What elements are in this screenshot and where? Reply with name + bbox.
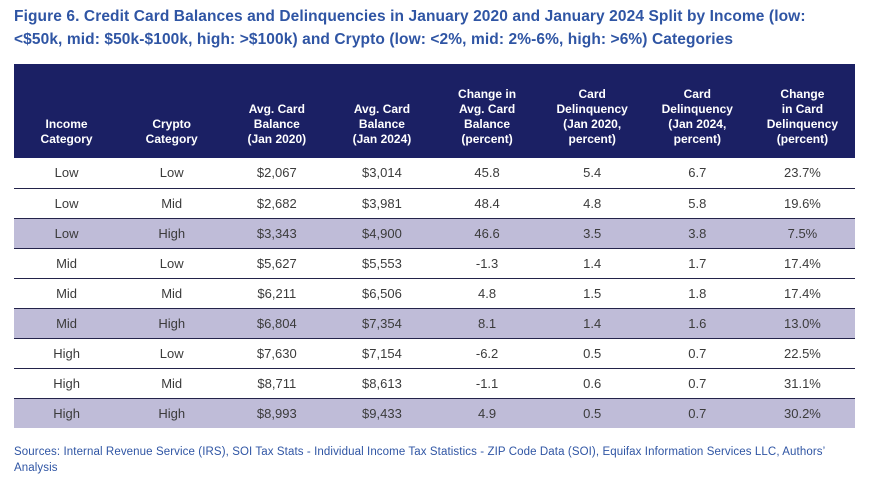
table-row: Mid Mid $6,211 $6,506 4.8 1.5 1.8 17.4% (14, 278, 855, 309)
table-cell: 17.4% (749, 248, 855, 279)
table-cell: 22.5% (749, 338, 855, 369)
table-cell: $3,981 (329, 188, 435, 219)
table-cell: $6,211 (224, 278, 330, 309)
table-cell: Low (119, 338, 225, 369)
column-header: Crypto Category (119, 64, 225, 158)
table-row: Low Mid $2,682 $3,981 48.4 4.8 5.8 19.6% (14, 188, 855, 219)
table-cell: Low (14, 218, 120, 249)
table-cell: $3,343 (224, 218, 330, 249)
table-body: Low Low $2,067 $3,014 45.8 5.4 6.7 23.7% Low Mid $… (14, 158, 855, 428)
table-cell: $9,433 (329, 398, 435, 428)
table-cell: Mid (14, 248, 120, 279)
table-cell: High (119, 308, 225, 339)
table-cell: $5,627 (224, 248, 330, 279)
table-cell: 4.8 (434, 278, 540, 309)
table-cell: High (119, 218, 225, 249)
table-cell: High (14, 368, 120, 399)
column-header: Avg. Card Balance (Jan 2020) (224, 64, 330, 158)
table-cell: Mid (14, 278, 120, 309)
table-cell: Mid (119, 368, 225, 399)
figure-title: Figure 6. Credit Card Balances and Delin… (14, 8, 806, 48)
table-cell: Mid (14, 308, 120, 339)
figure-sources: Sources: Internal Revenue Service (IRS),… (14, 446, 826, 474)
table-cell: 23.7% (749, 158, 855, 189)
table-cell: Low (119, 248, 225, 279)
table-cell: -1.3 (434, 248, 540, 279)
table-cell: $3,014 (329, 158, 435, 189)
column-header: Avg. Card Balance (Jan 2024) (329, 64, 435, 158)
table-row: Low Low $2,067 $3,014 45.8 5.4 6.7 23.7% (14, 158, 855, 189)
table-cell: 1.7 (644, 248, 750, 279)
column-header: Card Delinquency (Jan 2020, percent) (539, 64, 645, 158)
table-cell: 19.6% (749, 188, 855, 219)
table-cell: -6.2 (434, 338, 540, 369)
table-cell: 30.2% (749, 398, 855, 428)
table-row: Mid High $6,804 $7,354 8.1 1.4 1.6 13.0% (14, 308, 855, 339)
table-cell: High (14, 398, 120, 428)
table-cell: High (119, 398, 225, 428)
table-cell: 3.5 (539, 218, 645, 249)
table-cell: -1.1 (434, 368, 540, 399)
table-cell: 0.7 (644, 368, 750, 399)
table-header-row: Income Category Crypto Category Avg. Card … (14, 64, 855, 158)
column-header: Card Delinquency (Jan 2024, percent) (644, 64, 750, 158)
table-cell: High (14, 338, 120, 369)
data-table: Income Category Crypto Category Avg. Card … (14, 64, 855, 428)
table-cell: 1.5 (539, 278, 645, 309)
table-cell: 48.4 (434, 188, 540, 219)
table-cell: 6.7 (644, 158, 750, 189)
table-row: Mid Low $5,627 $5,553 -1.3 1.4 1.7 17.4% (14, 248, 855, 279)
table-cell: $7,354 (329, 308, 435, 339)
table-cell: 4.9 (434, 398, 540, 428)
table-cell: 0.6 (539, 368, 645, 399)
table-cell: 1.6 (644, 308, 750, 339)
table-cell: $2,682 (224, 188, 330, 219)
table-cell: 8.1 (434, 308, 540, 339)
table-cell: $8,711 (224, 368, 330, 399)
table-row: High Mid $8,711 $8,613 -1.1 0.6 0.7 31.1% (14, 368, 855, 399)
table-cell: 0.5 (539, 398, 645, 428)
table-cell: 0.7 (644, 398, 750, 428)
table-cell: 0.7 (644, 338, 750, 369)
table-cell: $2,067 (224, 158, 330, 189)
figure-container: Figure 6. Credit Card Balances and Delin… (14, 5, 855, 476)
table-header: Income Category Crypto Category Avg. Card … (14, 64, 855, 158)
table-cell: 7.5% (749, 218, 855, 249)
table-cell: $8,613 (329, 368, 435, 399)
table-cell: $8,993 (224, 398, 330, 428)
table-cell: 13.0% (749, 308, 855, 339)
table-cell: $7,154 (329, 338, 435, 369)
table-cell: 45.8 (434, 158, 540, 189)
column-header: Change in Avg. Card Balance (percent) (434, 64, 540, 158)
table-cell: Mid (119, 188, 225, 219)
table-cell: $6,506 (329, 278, 435, 309)
table-cell: 5.8 (644, 188, 750, 219)
table-cell: 0.5 (539, 338, 645, 369)
table-cell: 31.1% (749, 368, 855, 399)
table-cell: Low (119, 158, 225, 189)
table-cell: $4,900 (329, 218, 435, 249)
table-row: Low High $3,343 $4,900 46.6 3.5 3.8 7.5% (14, 218, 855, 249)
table-cell: 17.4% (749, 278, 855, 309)
table-cell: $6,804 (224, 308, 330, 339)
table-cell: 1.4 (539, 248, 645, 279)
table-cell: Mid (119, 278, 225, 309)
column-header: Change in Card Delinquency (percent) (749, 64, 855, 158)
table-cell: 4.8 (539, 188, 645, 219)
table-row: High High $8,993 $9,433 4.9 0.5 0.7 30.2% (14, 398, 855, 428)
table-cell: $7,630 (224, 338, 330, 369)
table-cell: Low (14, 188, 120, 219)
table-cell: 46.6 (434, 218, 540, 249)
table-cell: 1.4 (539, 308, 645, 339)
table-cell: Low (14, 158, 120, 189)
table-cell: $5,553 (329, 248, 435, 279)
table-cell: 1.8 (644, 278, 750, 309)
table-row: High Low $7,630 $7,154 -6.2 0.5 0.7 22.5% (14, 338, 855, 369)
table-cell: 3.8 (644, 218, 750, 249)
column-header: Income Category (14, 64, 120, 158)
table-cell: 5.4 (539, 158, 645, 189)
